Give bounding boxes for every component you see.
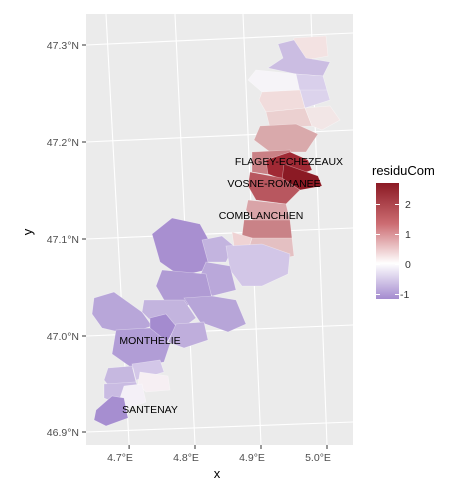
commune-polygon xyxy=(225,243,291,287)
legend-break-label: 0 xyxy=(405,259,411,271)
legend-break-label: 2 xyxy=(405,199,411,211)
x-tick-label: 4.8°E xyxy=(173,452,199,464)
legend-colorbar xyxy=(376,183,399,299)
commune-polygon xyxy=(295,73,328,93)
y-axis: 47.3°N 47.2°N 47.1°N 47.0°N 46.9°N y xyxy=(20,40,86,439)
commune-polygon xyxy=(137,371,171,393)
commune-polygon xyxy=(304,105,341,131)
commune-polygon xyxy=(111,327,171,369)
commune-polygon xyxy=(299,89,331,109)
legend-break-label: 1 xyxy=(405,229,411,241)
label-flagey-echezeaux: FLAGEY-ECHEZEAUX xyxy=(235,156,343,168)
commune-polygon xyxy=(183,295,247,333)
label-vosne-romanee: VOSNE-ROMANEE xyxy=(227,178,320,190)
legend-break-label: -1 xyxy=(400,289,409,301)
commune-polygon xyxy=(119,383,147,409)
y-tick-label: 47.0°N xyxy=(47,331,79,343)
x-axis-title: x xyxy=(214,466,221,481)
commune-polygon xyxy=(93,395,129,427)
x-tick-label: 4.9°E xyxy=(239,452,265,464)
y-tick-label: 46.9°N xyxy=(47,427,79,439)
x-axis: 4.7°E 4.8°E 4.9°E 5.0°E x xyxy=(107,445,331,481)
legend-title: residuCom xyxy=(372,163,435,178)
legend: residuCom 2 1 0 -1 xyxy=(372,163,435,301)
commune-polygon xyxy=(253,123,319,153)
commune-polygon xyxy=(281,163,323,191)
x-tick-label: 4.7°E xyxy=(107,452,133,464)
label-santenay: SANTENAY xyxy=(122,404,178,416)
label-comblanchien: COMBLANCHIEN xyxy=(219,210,304,222)
y-tick-label: 47.3°N xyxy=(47,40,79,52)
y-axis-title: y xyxy=(20,228,35,235)
y-tick-label: 47.2°N xyxy=(47,137,79,149)
commune-polygon xyxy=(167,321,209,349)
commune-labels: FLAGEY-ECHEZEAUX VOSNE-ROMANEE COMBLANCH… xyxy=(119,156,343,416)
label-monthelie: MONTHELIE xyxy=(119,335,180,347)
x-tick-label: 5.0°E xyxy=(305,452,331,464)
commune-polygons xyxy=(91,35,341,427)
y-tick-label: 47.1°N xyxy=(47,234,79,246)
